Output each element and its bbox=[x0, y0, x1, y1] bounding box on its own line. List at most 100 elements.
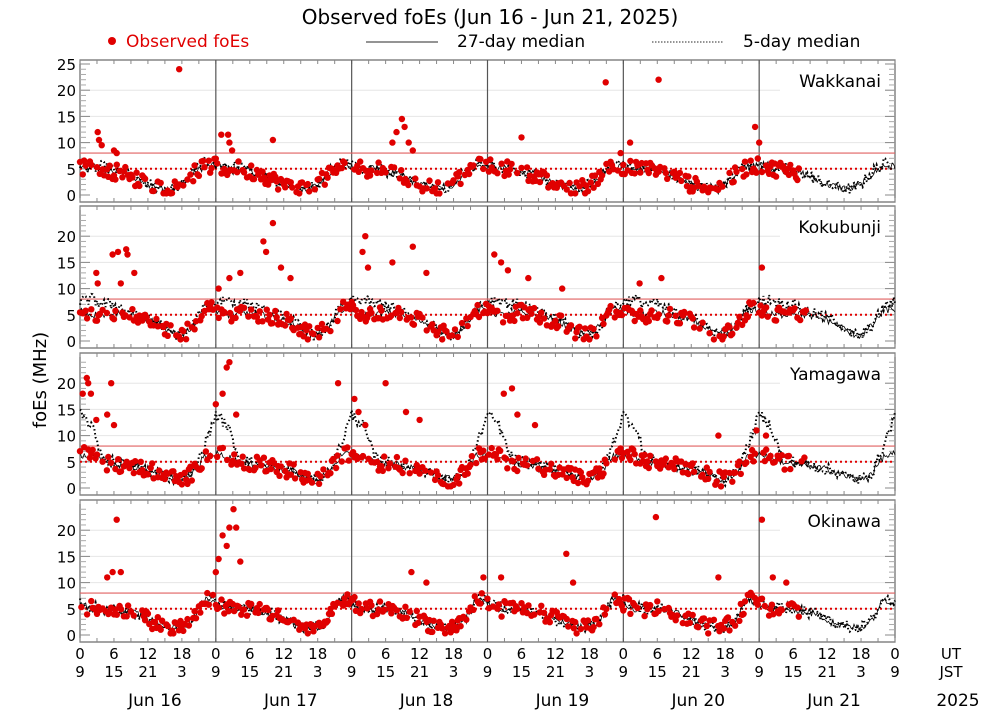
series-observed bbox=[78, 506, 802, 637]
observed-point bbox=[403, 614, 410, 621]
observed-point bbox=[430, 617, 437, 624]
y-tick-label: 25 bbox=[57, 56, 76, 74]
observed-point-peak bbox=[83, 374, 91, 382]
observed-point bbox=[334, 317, 341, 325]
observed-point bbox=[231, 607, 238, 615]
observed-point bbox=[112, 176, 119, 183]
observed-point bbox=[741, 598, 749, 605]
observed-point bbox=[202, 448, 210, 455]
observed-point bbox=[741, 158, 749, 165]
observed-point-peak bbox=[416, 416, 423, 424]
observed-point-peak bbox=[219, 390, 226, 397]
observed-point-peak bbox=[525, 274, 532, 282]
observed-point bbox=[572, 335, 579, 342]
observed-point bbox=[283, 310, 290, 318]
x-tick-label-ut: 18 bbox=[716, 645, 735, 663]
observed-point bbox=[498, 160, 505, 167]
observed-point bbox=[344, 444, 351, 451]
observed-point bbox=[450, 177, 457, 184]
observed-point bbox=[700, 615, 708, 622]
observed-point-peak bbox=[226, 274, 233, 282]
observed-point bbox=[429, 628, 436, 636]
observed-point bbox=[787, 465, 794, 473]
observed-point bbox=[590, 325, 597, 333]
observed-point bbox=[458, 319, 466, 327]
observed-point bbox=[412, 175, 419, 182]
observed-point bbox=[655, 311, 662, 318]
observed-point-peak bbox=[559, 285, 566, 292]
y-tick-label: 20 bbox=[57, 82, 76, 100]
observed-point bbox=[598, 172, 606, 179]
observed-point bbox=[250, 175, 258, 183]
observed-point bbox=[758, 168, 766, 176]
observed-point bbox=[567, 322, 575, 329]
observed-point bbox=[591, 172, 599, 179]
observed-point bbox=[393, 607, 401, 614]
observed-point bbox=[396, 314, 403, 322]
observed-point bbox=[93, 317, 101, 324]
observed-point bbox=[252, 464, 259, 471]
y-tick-label: 0 bbox=[66, 187, 76, 205]
observed-point bbox=[407, 314, 415, 321]
observed-point-peak bbox=[223, 364, 230, 371]
legend-label-5day: 5-day median bbox=[743, 32, 860, 52]
observed-point bbox=[470, 606, 477, 613]
x-tick-label-ut: 6 bbox=[245, 645, 255, 663]
x-tick-label-jst: 3 bbox=[313, 663, 323, 681]
day-label: Jun 20 bbox=[670, 691, 725, 711]
observed-point bbox=[205, 157, 212, 164]
observed-point bbox=[317, 473, 324, 480]
observed-point bbox=[665, 312, 672, 319]
observed-point bbox=[291, 475, 299, 482]
observed-point bbox=[170, 630, 177, 637]
series-observed bbox=[76, 66, 802, 197]
series-observed bbox=[76, 359, 808, 490]
observed-point bbox=[763, 446, 770, 453]
observed-point bbox=[514, 310, 521, 317]
x-tick-label-jst: 3 bbox=[449, 663, 459, 681]
observed-point bbox=[515, 454, 522, 462]
observed-point-peak bbox=[508, 385, 516, 392]
observed-point-peak bbox=[497, 574, 505, 581]
observed-point bbox=[631, 170, 638, 177]
observed-point bbox=[287, 315, 294, 322]
observed-point bbox=[277, 463, 285, 470]
observed-point bbox=[314, 324, 321, 332]
observed-point bbox=[191, 326, 198, 333]
observed-point-peak bbox=[389, 259, 396, 266]
observed-point bbox=[587, 179, 594, 186]
observed-point bbox=[402, 457, 409, 464]
observed-point bbox=[272, 173, 279, 180]
observed-point bbox=[594, 180, 602, 188]
observed-point-peak bbox=[131, 269, 138, 277]
legend: Observed foEs 27-day median 5-day median bbox=[108, 32, 860, 52]
observed-point bbox=[731, 469, 739, 476]
observed-point bbox=[463, 616, 470, 623]
observed-point bbox=[781, 466, 788, 473]
observed-point bbox=[398, 167, 405, 174]
observed-point bbox=[396, 175, 403, 182]
observed-point bbox=[620, 607, 627, 614]
observed-point bbox=[581, 325, 589, 332]
observed-point bbox=[563, 474, 570, 482]
observed-point bbox=[154, 614, 161, 621]
observed-point bbox=[797, 316, 804, 324]
observed-point bbox=[207, 452, 214, 460]
observed-point bbox=[190, 178, 197, 185]
observed-point bbox=[543, 172, 551, 179]
observed-point bbox=[327, 327, 334, 335]
observed-point bbox=[617, 445, 624, 452]
observed-point-peak bbox=[94, 280, 101, 287]
observed-point-peak bbox=[362, 421, 369, 429]
x-tick-label-jst: 9 bbox=[619, 663, 629, 681]
series-observed bbox=[76, 219, 810, 343]
observed-point-peak bbox=[658, 274, 665, 282]
observed-point bbox=[590, 623, 597, 631]
day-label: Jun 19 bbox=[535, 691, 590, 711]
observed-point-peak bbox=[104, 574, 111, 581]
observed-point bbox=[431, 185, 439, 192]
observed-point-peak bbox=[602, 79, 609, 86]
observed-point bbox=[306, 323, 313, 330]
observed-point bbox=[754, 601, 761, 608]
observed-point bbox=[666, 305, 674, 313]
